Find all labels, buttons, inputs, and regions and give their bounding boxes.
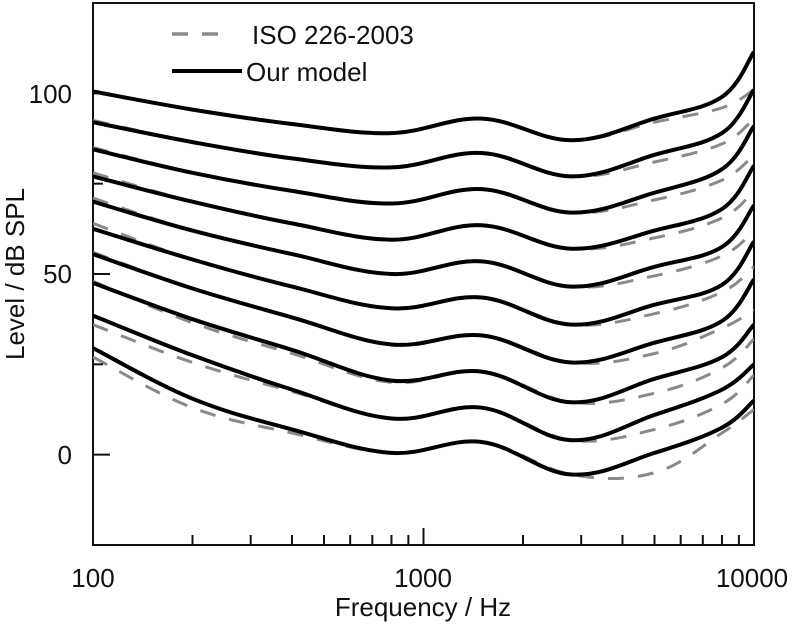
y-tick-label-100: 100 bbox=[29, 79, 72, 109]
model-curve-90-phon bbox=[93, 50, 754, 143]
iso-curve-20-phon bbox=[93, 279, 754, 405]
y-tick-label-0: 0 bbox=[58, 440, 72, 470]
legend-iso-label: ISO 226-2003 bbox=[252, 20, 414, 50]
model-curve-60-phon bbox=[93, 164, 754, 251]
model-curve-30-phon bbox=[93, 252, 754, 365]
model-curve-0-phon bbox=[93, 346, 754, 477]
model-curve-70-phon bbox=[93, 124, 754, 215]
x-tick-label-1000: 1000 bbox=[394, 563, 452, 593]
model-curve-20-phon bbox=[93, 281, 754, 405]
model-curve-10-phon bbox=[93, 313, 754, 443]
y-axis-title: Level / dB SPL bbox=[0, 188, 30, 360]
our-model-curves bbox=[93, 50, 754, 477]
x-axis-ticks bbox=[92, 528, 755, 545]
y-axis-ticks bbox=[93, 92, 110, 546]
iso-curve-0-phon bbox=[93, 355, 754, 481]
legend: ISO 226-2003 Our model bbox=[172, 20, 414, 87]
x-tick-label-10000: 10000 bbox=[716, 563, 788, 593]
legend-model-label: Our model bbox=[246, 57, 367, 87]
iso-curve-10-phon bbox=[93, 323, 754, 443]
plot-area bbox=[92, 2, 755, 546]
y-tick-label-50: 50 bbox=[43, 259, 72, 289]
model-curve-40-phon bbox=[93, 226, 754, 327]
x-axis-title: Frequency / Hz bbox=[335, 592, 511, 622]
model-curve-80-phon bbox=[93, 88, 754, 179]
model-curve-50-phon bbox=[93, 199, 754, 289]
x-tick-label-100: 100 bbox=[71, 563, 114, 593]
